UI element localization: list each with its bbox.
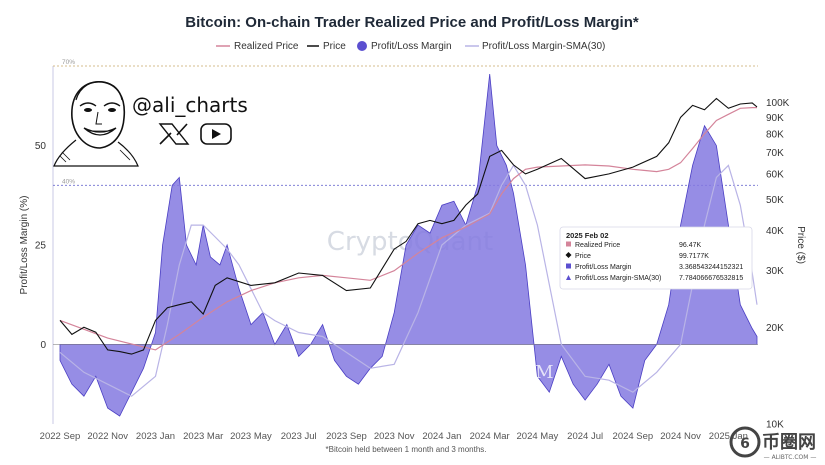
right-tick-label: 50K xyxy=(766,195,784,206)
x-tick-label: 2024 May xyxy=(517,431,559,442)
right-tick-label: 20K xyxy=(766,323,784,334)
x-tick-label: 2025 Jan xyxy=(709,431,748,442)
tooltip-label-margin: Profit/Loss Margin xyxy=(575,264,632,271)
author-badge: @ali_charts xyxy=(53,81,248,167)
threshold-label-70: 70% xyxy=(62,59,75,66)
tooltip-value-margin: 3.368543244152321 xyxy=(679,264,743,271)
legend-label-realized: Realized Price xyxy=(234,41,299,52)
right-tick-label: 80K xyxy=(766,129,784,140)
sma-line xyxy=(59,164,758,397)
brand-ring-icon xyxy=(729,426,761,458)
x-tick-label: 2023 Nov xyxy=(374,431,415,442)
x-logo-icon[interactable] xyxy=(158,123,190,145)
author-handle: @ali_charts xyxy=(132,93,248,117)
right-axis-ticks: 100K 90K 80K 70K 60K 50K 40K 30K 20K 10K xyxy=(766,98,790,430)
tooltip-label-price: Price xyxy=(575,253,591,260)
left-tick-label: 25 xyxy=(35,241,47,252)
right-tick-label: 90K xyxy=(766,113,784,124)
tooltip-swatch-margin xyxy=(566,263,571,269)
x-tick-label: 2023 Mar xyxy=(183,431,223,442)
right-tick-label: 70K xyxy=(766,148,784,159)
tooltip-date: 2025 Feb 02 xyxy=(566,231,609,240)
tooltip: 2025 Feb 02 Realized Price 96.47K Price … xyxy=(559,226,753,290)
threshold-label-40: 40% xyxy=(62,178,75,185)
youtube-icon[interactable] xyxy=(200,123,232,145)
x-tick-label: 2024 Nov xyxy=(660,431,701,442)
legend-label-margin: Profit/Loss Margin xyxy=(371,41,452,52)
x-tick-label: 2024 Jan xyxy=(422,431,461,442)
tooltip-value-sma: 7.784066676532815 xyxy=(679,275,743,282)
left-tick-label: 0 xyxy=(40,340,46,351)
right-axis-label: Price ($) xyxy=(795,226,806,264)
tooltip-box xyxy=(559,226,753,290)
tooltip-label-sma: Profit/Loss Margin-SMA(30) xyxy=(575,275,661,282)
legend-label-sma: Profit/Loss Margin-SMA(30) xyxy=(482,41,605,52)
brand-glyph-icon: 6 xyxy=(740,436,750,452)
right-tick-label: 10K xyxy=(766,420,784,431)
legend-label-price: Price xyxy=(323,41,346,52)
legend-swatch-margin xyxy=(357,41,367,51)
left-axis-label: Profit/Loss Margin (%) xyxy=(19,196,30,295)
x-tick-label: 2023 Sep xyxy=(326,431,367,442)
x-tick-label: 2023 May xyxy=(230,431,272,442)
x-tick-label: 2024 Jul xyxy=(567,431,603,442)
x-tick-label: 2023 Jan xyxy=(136,431,175,442)
right-tick-label: 30K xyxy=(766,266,784,277)
x-tick-label: 2022 Nov xyxy=(87,431,128,442)
legend: Realized Price Price Profit/Loss Margin … xyxy=(216,41,605,52)
x-tick-label: 2022 Sep xyxy=(40,431,81,442)
right-tick-label: 100K xyxy=(766,98,790,109)
right-tick-label: 40K xyxy=(766,226,784,237)
tooltip-value-realized: 96.47K xyxy=(679,242,702,249)
left-tick-label: 50 xyxy=(35,141,47,152)
footnote: *Bitcoin held between 1 month and 3 mont… xyxy=(326,445,487,454)
x-axis-ticks: 2022 Sep 2022 Nov 2023 Jan 2023 Mar 2023 May… xyxy=(40,431,748,442)
watermark-alibtc: ALIBTC.COM xyxy=(429,362,553,383)
x-tick-label: 2024 Mar xyxy=(470,431,510,442)
brand-name: 币圈网 xyxy=(762,432,816,453)
brand-sub: — ALIBTC.COM — xyxy=(764,454,817,461)
tooltip-swatch-price xyxy=(565,252,572,258)
chart-title: Bitcoin: On-chain Trader Realized Price … xyxy=(185,14,639,31)
tooltip-swatch-sma xyxy=(566,275,571,280)
tooltip-label-realized: Realized Price xyxy=(575,242,620,249)
brand-logo: 6 币圈网 — ALIBTC.COM — xyxy=(729,426,817,461)
avatar-sketch-icon xyxy=(53,81,139,167)
price-line xyxy=(59,97,758,355)
left-axis-ticks: 50 25 0 xyxy=(35,141,47,351)
tooltip-swatch-realized xyxy=(566,241,571,247)
x-tick-label: 2023 Jul xyxy=(281,431,317,442)
tooltip-value-price: 99.7177K xyxy=(679,253,709,260)
right-tick-label: 60K xyxy=(766,169,784,180)
x-tick-label: 2024 Sep xyxy=(613,431,654,442)
realized-price-line xyxy=(59,107,757,351)
